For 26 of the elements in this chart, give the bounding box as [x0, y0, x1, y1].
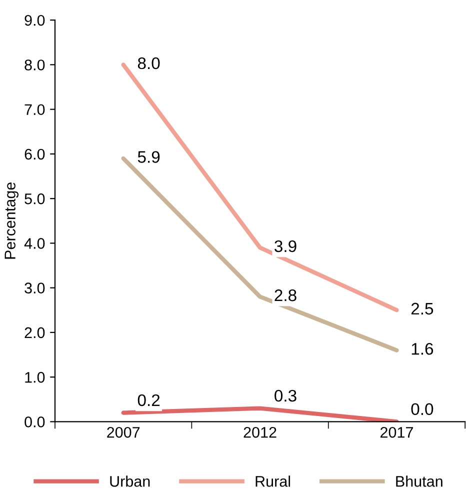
y-tick-label: 0.0 [24, 416, 45, 428]
legend-label: Bhutan [396, 476, 442, 487]
legend-label: Rural [256, 476, 290, 487]
y-tick-label: 2.0 [24, 327, 45, 338]
data-label: 2.8 [274, 289, 296, 302]
data-label: 1.6 [412, 342, 434, 355]
x-tick-label: 2007 [107, 426, 140, 438]
y-tick-label: 7.0 [24, 104, 45, 116]
data-label: 2.5 [411, 302, 434, 315]
legend-label: Urban [110, 476, 150, 487]
x-tick-label: 2012 [244, 426, 276, 438]
data-label: 0.2 [138, 394, 160, 406]
y-tick-label: 6.0 [24, 148, 45, 160]
y-tick-label: 4.0 [24, 238, 45, 249]
x-tick-label: 2017 [380, 426, 413, 438]
y-tick-label: 3.0 [24, 282, 45, 294]
y-tick-label: 5.0 [24, 193, 45, 204]
data-label: 8.0 [138, 57, 160, 70]
y-tick-label: 1.0 [25, 372, 45, 383]
y-tick-label: 9.0 [24, 14, 45, 26]
y-tick-label: 8.0 [24, 60, 45, 70]
data-label: 3.9 [274, 240, 296, 252]
data-label: 0.3 [274, 390, 296, 402]
data-label: 0.0 [411, 403, 434, 416]
y-axis-title: Percentage [4, 182, 18, 259]
data-label: 5.9 [138, 151, 160, 163]
